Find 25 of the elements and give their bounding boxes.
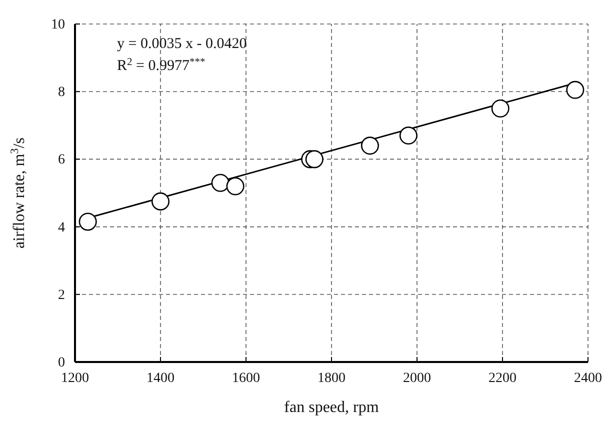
x-tick-label: 2200 bbox=[488, 370, 516, 386]
x-tick-label: 1200 bbox=[61, 370, 89, 386]
y-tick-label: 4 bbox=[58, 220, 65, 236]
point bbox=[151, 192, 170, 210]
x-axis-title: fan speed, rpm bbox=[284, 399, 380, 416]
x-tick-label: 2000 bbox=[403, 370, 431, 386]
point bbox=[399, 126, 418, 145]
point bbox=[566, 80, 584, 99]
x-tick-label: 1600 bbox=[232, 370, 260, 386]
point bbox=[305, 150, 324, 168]
point bbox=[360, 136, 379, 155]
point bbox=[211, 174, 230, 192]
annotation: R$^{2}$ = 0.9977$^{***}$ bbox=[117, 56, 206, 74]
y-tick-label: 6 bbox=[58, 152, 65, 168]
y-tick-label: 8 bbox=[58, 85, 65, 100]
y-tick-label: 10 bbox=[51, 17, 65, 32]
annotation: y = 0.0035 x - 0.0420 bbox=[117, 36, 247, 52]
y-tick-label: 0 bbox=[58, 355, 65, 370]
point bbox=[78, 212, 97, 231]
point bbox=[226, 177, 244, 196]
x-tick-label: 2400 bbox=[574, 370, 602, 386]
x-tick-label: 1800 bbox=[318, 370, 346, 386]
y-tick-label: 2 bbox=[58, 288, 65, 303]
x-tick-label: 1400 bbox=[146, 370, 174, 386]
point bbox=[491, 100, 510, 118]
